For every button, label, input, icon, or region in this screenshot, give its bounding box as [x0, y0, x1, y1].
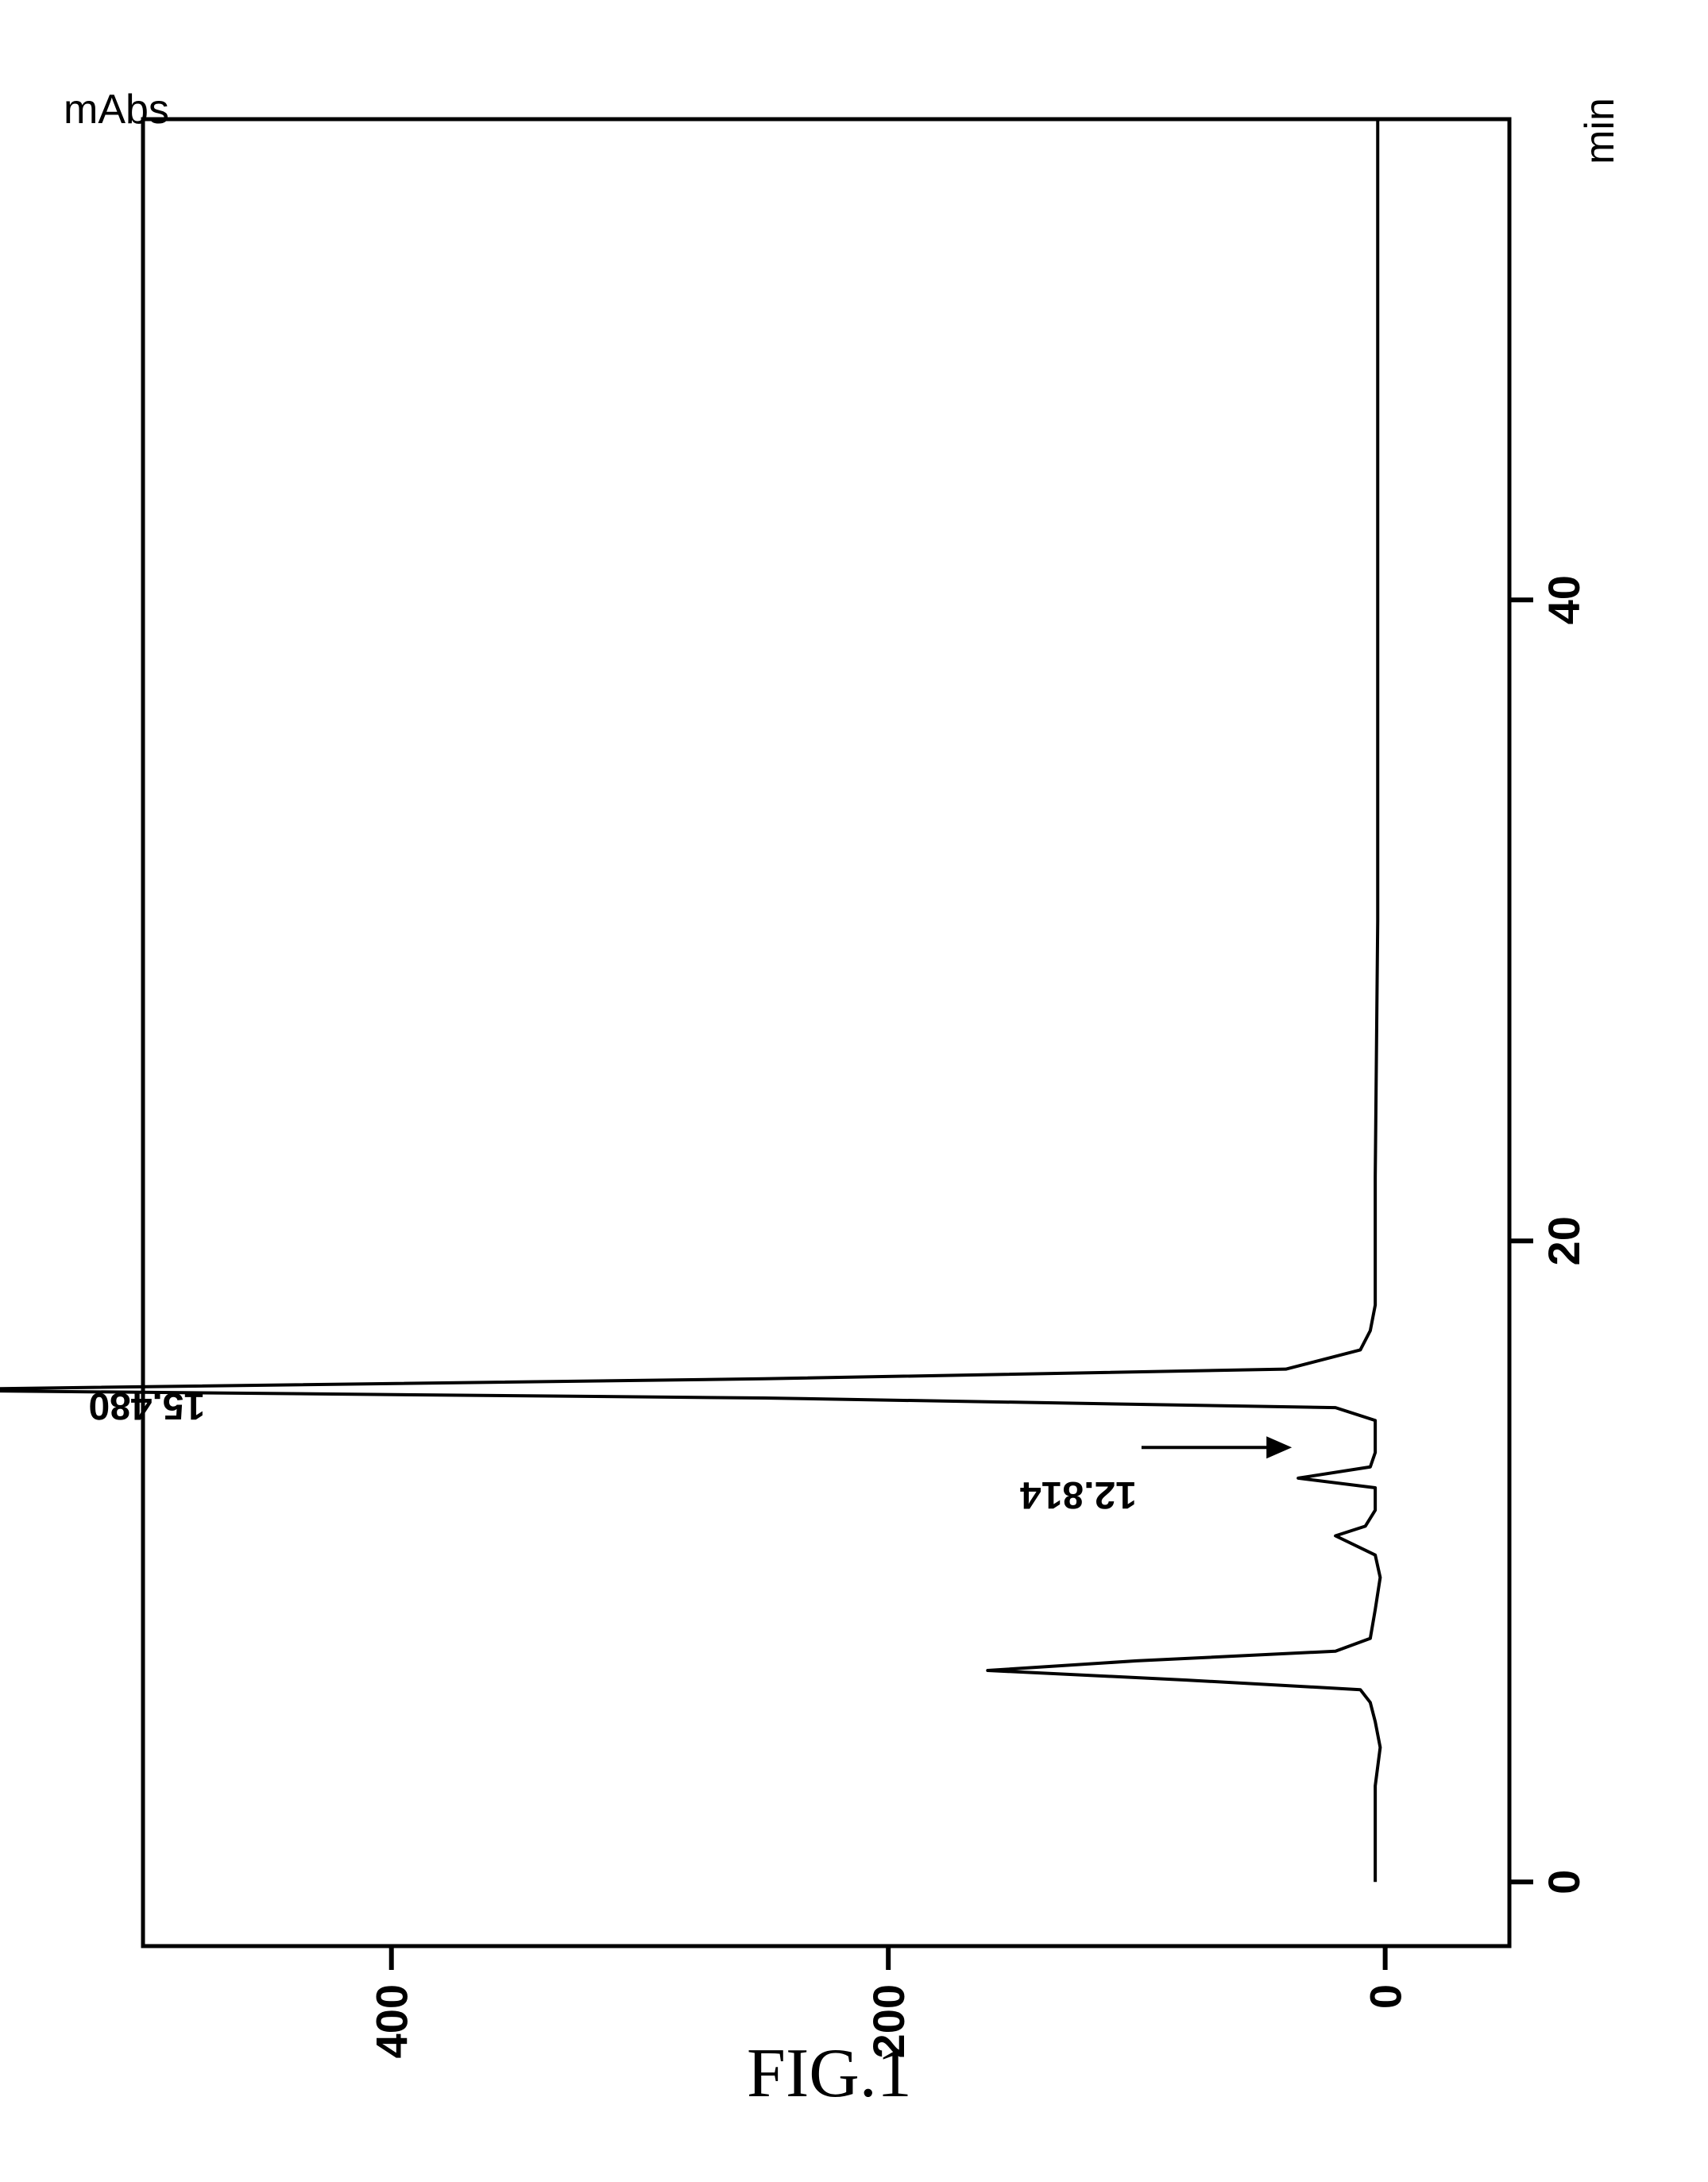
- svg-text:0: 0: [1539, 1870, 1589, 1894]
- svg-text:12.814: 12.814: [1020, 1473, 1137, 1516]
- svg-text:0: 0: [1361, 1984, 1411, 2009]
- x-axis-unit: min: [1577, 98, 1623, 164]
- chromatogram-chart: 02040020040012.81415.480: [0, 0, 1708, 2182]
- y-axis-label-mabs: mAbs: [64, 86, 169, 133]
- figure-caption: FIG.1: [747, 2033, 912, 2114]
- y-axis-unit: mAbs: [64, 87, 169, 133]
- svg-text:40: 40: [1539, 575, 1589, 624]
- svg-text:400: 400: [367, 1984, 417, 2058]
- x-axis-label-min: min: [1576, 98, 1624, 164]
- svg-text:15.480: 15.480: [88, 1385, 205, 1427]
- svg-text:20: 20: [1539, 1216, 1589, 1265]
- page: 02040020040012.81415.480 mAbs min FIG.1: [0, 0, 1708, 2182]
